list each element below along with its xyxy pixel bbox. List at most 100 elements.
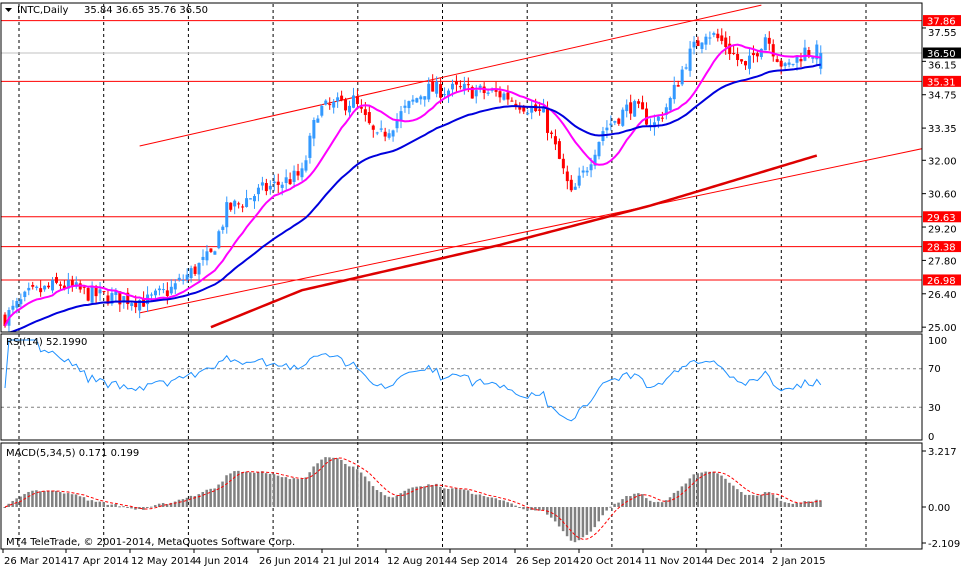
candle-body <box>245 198 249 207</box>
candle-body <box>217 231 221 249</box>
rsi-title: RSI(14) 52.1990 <box>6 337 87 348</box>
macd-histogram-bar <box>561 507 565 532</box>
macd-histogram-bar <box>506 502 509 507</box>
macd-histogram-bar <box>308 472 311 507</box>
macd-histogram-bar <box>514 505 517 507</box>
macd-histogram-bar <box>447 488 450 507</box>
macd-histogram-bar <box>577 507 581 541</box>
candle-body <box>300 168 304 178</box>
macd-histogram-bar <box>704 471 707 507</box>
rsi-panel[interactable] <box>1 339 922 422</box>
candle-body <box>110 293 114 304</box>
macd-histogram-bar <box>355 469 359 507</box>
candle-body <box>637 101 641 104</box>
macd-histogram-bar <box>462 489 466 507</box>
candle-body <box>633 101 637 117</box>
candle-body <box>348 105 352 113</box>
macd-histogram-bar <box>573 507 577 543</box>
macd-histogram-bar <box>482 496 486 507</box>
price-panel[interactable] <box>1 4 963 334</box>
macd-histogram-bar <box>712 471 715 507</box>
macd-histogram-bar <box>106 504 109 507</box>
macd-histogram-bar <box>585 507 589 535</box>
candle-body <box>462 83 466 90</box>
macd-histogram-bar <box>538 507 541 511</box>
candle-body <box>39 288 43 293</box>
candle-body <box>577 175 581 186</box>
candle-body <box>581 170 585 173</box>
price-tick-label: 29.20 <box>928 224 957 235</box>
macd-histogram-bar <box>146 507 149 508</box>
macd-histogram-bar <box>419 486 422 507</box>
macd-panel[interactable] <box>3 457 822 543</box>
macd-histogram-bar <box>130 507 133 509</box>
macd-histogram-bar <box>716 473 719 507</box>
candle-body <box>209 248 213 252</box>
candle-body <box>668 97 672 111</box>
candle-body <box>153 290 157 296</box>
copyright-text: MT4 TeleTrade, © 2001-2014, MetaQuotes S… <box>6 537 295 548</box>
macd-histogram-bar <box>700 472 703 507</box>
bid-price-label: 36.50 <box>927 49 956 60</box>
candle-body <box>165 290 169 297</box>
candle-body <box>383 131 387 137</box>
candle-body <box>288 179 292 185</box>
macd-histogram-bar <box>557 507 561 527</box>
macd-histogram-bar <box>296 479 300 507</box>
candle-body <box>775 59 779 62</box>
macd-histogram-bar <box>320 459 323 507</box>
date-tick-label: 21 Jul 2014 <box>323 556 380 567</box>
candle-body <box>256 187 260 195</box>
macd-histogram-bar <box>791 503 795 507</box>
macd-histogram-bar <box>237 470 240 507</box>
macd-histogram-bar <box>811 501 814 507</box>
candle-body <box>118 291 122 305</box>
candle-body <box>716 33 720 39</box>
rsi-panel-frame <box>0 333 923 441</box>
macd-histogram-bar <box>629 496 632 507</box>
candle-body <box>11 305 15 310</box>
candle-body <box>510 100 514 102</box>
candle-body <box>102 291 106 293</box>
candle-body <box>233 200 237 207</box>
candle-body <box>712 33 716 35</box>
macd-histogram-bar <box>300 478 303 507</box>
macd-histogram-bar <box>304 477 307 507</box>
macd-histogram-bar <box>312 466 315 507</box>
channel-upper-trendline[interactable] <box>139 4 762 147</box>
candle-body <box>597 141 601 157</box>
price-tick-label: 26.40 <box>928 290 957 301</box>
candle-body <box>344 99 348 111</box>
channel-lower-trendline[interactable] <box>139 140 963 314</box>
macd-signal-line <box>4 457 821 540</box>
candle-body <box>3 314 7 326</box>
candle-body <box>530 107 534 113</box>
macd-histogram-bar <box>534 507 537 511</box>
candle-body <box>573 186 577 190</box>
macd-histogram-bar <box>763 492 767 507</box>
candle-body <box>249 198 253 200</box>
macd-histogram-bar <box>411 487 414 507</box>
candle-body <box>229 202 233 210</box>
macd-histogram-bar <box>664 500 668 507</box>
macd-histogram-bar <box>90 500 94 507</box>
moving-average-slow <box>210 154 818 329</box>
macd-histogram-bar <box>173 501 177 507</box>
candle-body <box>351 95 355 108</box>
rsi-line <box>4 339 822 422</box>
dropdown-triangle-icon[interactable] <box>5 8 12 12</box>
candle-body <box>272 181 276 184</box>
macd-histogram-bar <box>478 494 482 507</box>
macd-histogram-bar <box>407 488 410 507</box>
macd-histogram-bar <box>641 494 644 507</box>
candle-body <box>549 132 553 134</box>
macd-histogram-bar <box>229 473 232 507</box>
macd-histogram-bar <box>597 507 600 522</box>
candle-body <box>276 181 280 185</box>
macd-histogram-bar <box>526 507 529 511</box>
candle-body <box>819 53 823 69</box>
macd-histogram-bar <box>656 501 660 507</box>
candle-body <box>82 286 86 288</box>
candle-body <box>138 300 142 311</box>
